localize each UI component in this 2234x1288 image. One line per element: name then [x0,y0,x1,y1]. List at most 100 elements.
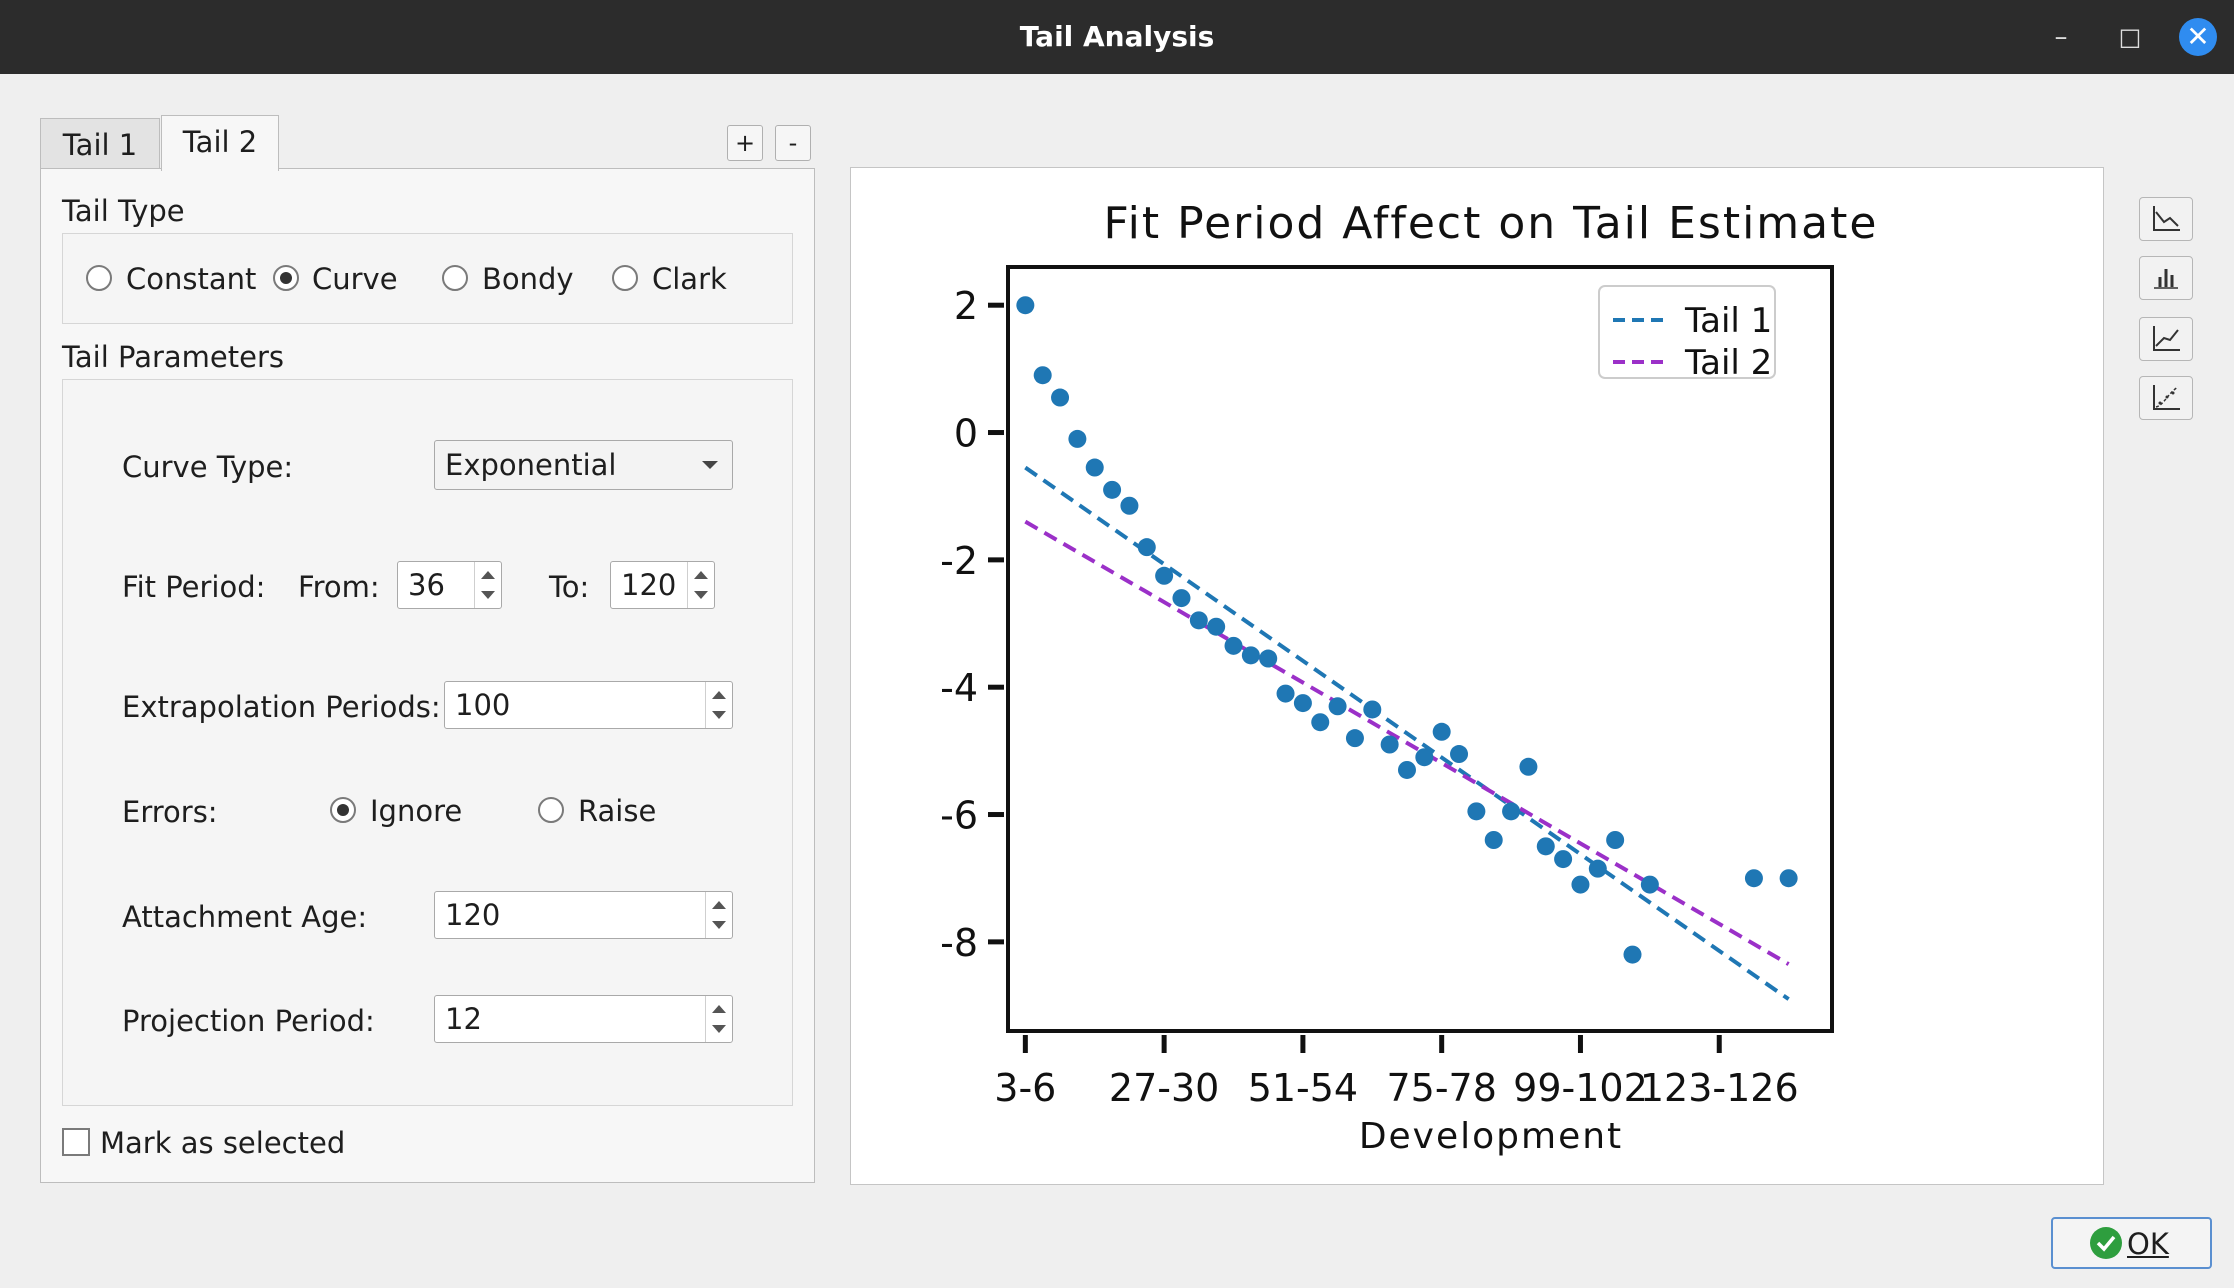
data-point [1363,700,1382,719]
extrapolation-stepper[interactable] [705,682,732,728]
scatter-fit-button[interactable] [2139,376,2193,420]
data-point [1397,760,1416,779]
close-button[interactable]: ✕ [2179,18,2217,56]
from-stepper[interactable] [474,562,501,608]
x-axis-label: Development [1359,1116,1623,1157]
y-axis: 2 0 -2 -4 -6 -8 [940,284,1004,965]
data-point [1415,748,1434,767]
radio-constant[interactable] [86,265,112,291]
data-point [1432,722,1451,741]
data-point [1588,859,1607,878]
x-tick-label: 3-6 [994,1066,1056,1110]
curve-type-value: Exponential [445,448,617,482]
data-point [1640,875,1659,894]
fit-line-1 [1024,465,1790,1001]
remove-tail-button[interactable]: - [775,125,811,161]
to-stepper[interactable] [687,562,714,608]
tail-type-label: Tail Type [62,194,185,228]
y-tick-label: -2 [940,539,978,583]
extrapolation-label: Extrapolation Periods: [122,690,441,724]
trend-chart-button[interactable] [2139,317,2193,361]
attachment-age-spinbox[interactable]: 120 [434,891,733,939]
ok-button[interactable]: OK [2051,1217,2212,1269]
radio-curve[interactable] [273,265,299,291]
tail-params-label: Tail Parameters [62,340,285,374]
tail-params-group [62,379,793,1106]
scatter-fit-icon [2153,385,2180,410]
chart-panel: Fit Period Affect on Tail Estimate 2 0 -2 -… [850,167,2104,1185]
bar-chart-button[interactable] [2139,256,2193,300]
data-point [1380,735,1399,754]
y-tick-label: 2 [954,284,978,328]
data-point [1744,869,1763,888]
data-point [1224,636,1243,655]
data-point [1484,831,1503,849]
data-point [1571,875,1590,894]
curve-type-label: Curve Type: [122,450,294,484]
data-point [1606,831,1625,849]
radio-ignore[interactable] [330,797,356,823]
data-point [1276,684,1295,703]
attachment-age-value: 120 [445,898,501,932]
mark-selected-label: Mark as selected [100,1126,346,1160]
data-point [1328,697,1347,716]
legend-box [1598,285,1776,379]
ok-label: OK [2127,1227,2169,1261]
projection-period-stepper[interactable] [705,996,732,1042]
chevron-down-icon [702,461,718,469]
extrapolation-spinbox[interactable]: 100 [444,681,733,729]
from-value: 36 [408,568,445,602]
scatter-points [1016,296,1798,964]
line-chart-icon [2153,206,2180,231]
data-point [1450,745,1469,764]
data-point [1259,649,1278,668]
data-point [1554,850,1573,869]
line-chart-button[interactable] [2139,197,2193,241]
projection-period-spinbox[interactable]: 12 [434,995,733,1043]
radio-constant-label: Constant [126,262,257,296]
legend-label-1: Tail 1 [1684,301,1772,341]
data-point [1155,566,1174,585]
y-tick-label: -4 [940,666,978,710]
data-point [1085,458,1104,477]
curve-type-dropdown[interactable]: Exponential [434,440,733,490]
data-point [1623,945,1642,964]
mark-selected-checkbox[interactable] [62,1128,90,1156]
data-point [1241,646,1260,665]
maximize-button[interactable]: □ [2118,23,2142,51]
tail-chart: Fit Period Affect on Tail Estimate 2 0 -2 -… [940,198,1876,1157]
data-point [1137,538,1156,557]
data-point [1016,296,1035,315]
fit-period-label: Fit Period: [122,570,266,604]
from-spinbox[interactable]: 36 [397,561,502,609]
to-spinbox[interactable]: 120 [610,561,715,609]
attachment-age-stepper[interactable] [705,892,732,938]
data-point [1033,366,1052,385]
tab-tail-2[interactable]: Tail 2 [161,115,279,171]
data-point [1345,729,1364,748]
radio-bondy[interactable] [442,265,468,291]
radio-bondy-label: Bondy [482,262,574,296]
radio-clark-label: Clark [652,262,727,296]
tab-tail-1[interactable]: Tail 1 [40,118,160,170]
bar-chart-icon [2154,269,2178,289]
data-point [1311,713,1330,732]
to-value: 120 [621,568,677,602]
y-tick-label: -6 [940,794,978,838]
radio-ignore-label: Ignore [370,794,463,828]
add-tail-button[interactable]: + [727,125,763,161]
data-point [1051,388,1070,407]
minimize-button[interactable]: – [2054,22,2068,52]
data-point [1068,429,1087,448]
plot-frame [1006,265,1834,1033]
radio-raise-label: Raise [578,794,657,828]
legend-label-2: Tail 2 [1684,343,1772,383]
radio-clark[interactable] [612,265,638,291]
radio-raise[interactable] [538,797,564,823]
from-label: From: [298,570,380,604]
data-point [1779,869,1798,888]
x-tick-label: 75-78 [1386,1066,1496,1110]
projection-period-value: 12 [445,1002,482,1036]
